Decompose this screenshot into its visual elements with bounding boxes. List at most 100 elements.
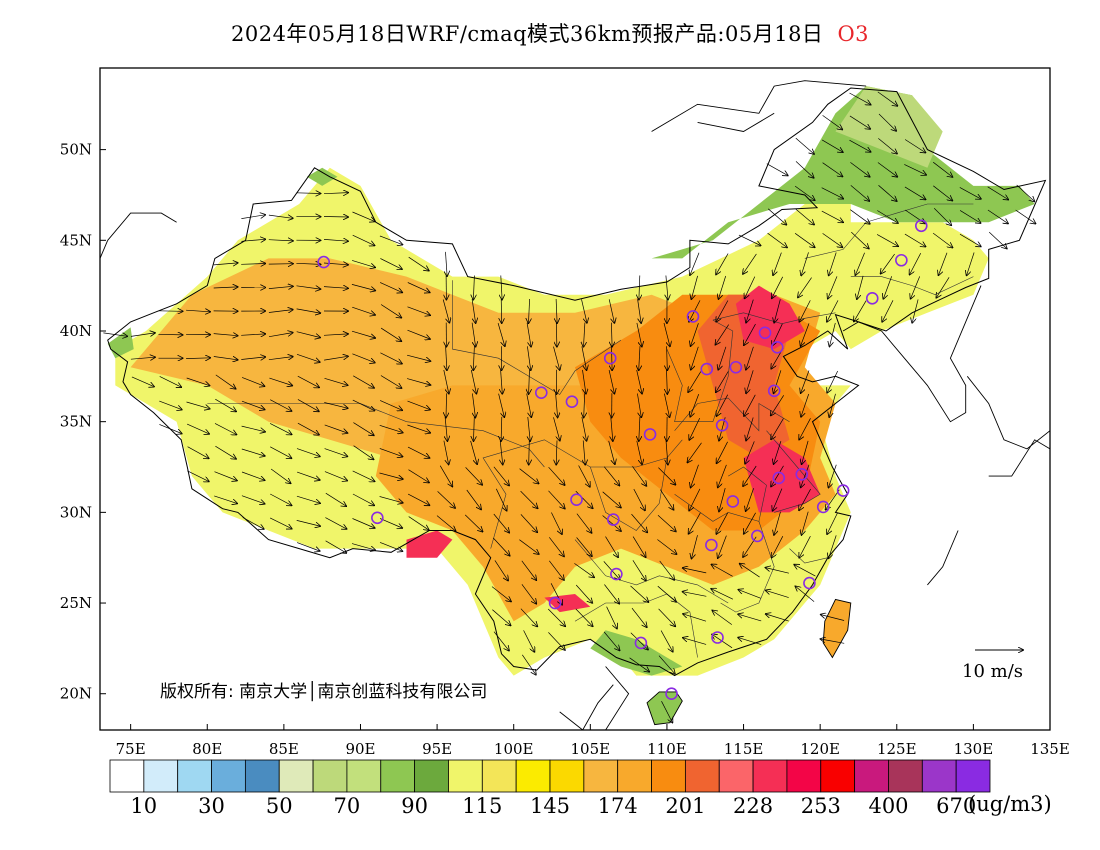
wind-arrow xyxy=(269,517,292,529)
hainan-outline xyxy=(646,691,683,726)
wind-arrow xyxy=(716,253,729,275)
wind-arrow xyxy=(213,357,238,360)
wind-arrow xyxy=(932,232,952,247)
wind-arrow xyxy=(904,186,926,200)
station-marker xyxy=(643,428,657,441)
station-marker xyxy=(705,538,718,552)
province-line xyxy=(720,521,775,613)
wind-arrow xyxy=(296,542,320,551)
wind-arrow xyxy=(849,92,871,105)
pollutant-species: O3 xyxy=(837,22,870,46)
colorbar-swatch xyxy=(888,759,923,793)
wind-arrow xyxy=(904,233,926,246)
wind-arrow xyxy=(269,423,291,434)
coastline xyxy=(927,530,959,586)
wind-arrow xyxy=(772,323,783,346)
wind-arrow xyxy=(352,470,375,481)
wind-arrow xyxy=(854,300,867,322)
wind-arrow xyxy=(774,299,781,322)
wind-arrow xyxy=(666,440,668,465)
wind-arrow xyxy=(351,260,375,267)
wind-arrow xyxy=(576,537,592,557)
station-marker xyxy=(665,687,678,701)
wind-arrow xyxy=(214,423,236,434)
province-line xyxy=(850,276,974,296)
colorbar-unit: (ug/m3) xyxy=(968,792,1052,816)
wind-arrow xyxy=(501,416,502,441)
wind-arrow xyxy=(323,239,348,241)
wind-arrow xyxy=(529,369,530,394)
wind-arrow xyxy=(269,377,292,385)
wind-arrow xyxy=(877,162,897,177)
wind-arrow xyxy=(379,518,402,529)
wind-arrow xyxy=(296,495,320,503)
wind-arrow xyxy=(766,163,788,176)
wind-arrow xyxy=(1015,209,1036,224)
wind-arrow xyxy=(766,590,789,598)
wind-arrow xyxy=(548,490,565,509)
wind-arrow xyxy=(325,492,346,506)
colorbar-tick-label: 70 xyxy=(334,794,361,818)
colorbar-swatch xyxy=(583,759,619,793)
x-tick-label: 130E xyxy=(954,740,994,758)
wind-arrow xyxy=(602,491,621,508)
wind-arrow xyxy=(719,488,726,511)
wind-arrow xyxy=(297,375,319,387)
wind-arrow xyxy=(987,209,1008,223)
colorbar-swatch xyxy=(414,759,449,793)
wind-arrow xyxy=(636,440,642,464)
colorbar-labels: 10 30 50 70 90 115 145 174 201 228 253 400 670 xyxy=(130,794,976,818)
wind-arrow xyxy=(439,465,452,487)
wind-arrow xyxy=(501,298,502,323)
wind-arrow xyxy=(664,393,669,418)
wind-arrow xyxy=(745,276,756,299)
wind-arrow xyxy=(186,358,210,359)
station-marker xyxy=(686,310,700,323)
wind-arrow xyxy=(465,467,483,484)
wind-arrow xyxy=(629,657,650,672)
wind-arrow xyxy=(802,440,809,464)
wind-arrow xyxy=(878,113,896,131)
wind-arrow xyxy=(575,584,592,603)
province-line xyxy=(666,319,734,423)
wind-arrow xyxy=(379,496,403,503)
colorbar-tick-label: 400 xyxy=(868,794,908,818)
colorbar-tick-label: 115 xyxy=(462,794,502,818)
wind-arrow xyxy=(380,352,401,364)
wind-arrow xyxy=(380,282,402,293)
wind-arrow xyxy=(241,215,265,219)
wind-arrow xyxy=(659,560,675,580)
wind-arrow xyxy=(746,370,754,393)
wind-arrow xyxy=(556,322,557,347)
wind-arrow xyxy=(473,346,474,370)
wind-arrow xyxy=(905,209,925,223)
wind-arrow xyxy=(746,299,754,323)
wind-arrow xyxy=(323,287,348,289)
wind-arrow xyxy=(296,471,320,480)
colorbar-swatch xyxy=(549,759,585,793)
station-marker xyxy=(751,529,764,543)
wind-arrow xyxy=(933,208,951,225)
y-tick-label: 40N xyxy=(60,322,92,340)
wind-arrow xyxy=(296,520,320,526)
wind-arrow xyxy=(379,424,403,432)
wind-arrow xyxy=(632,536,646,558)
colorbar-swatch xyxy=(312,759,348,793)
wind-arrow xyxy=(827,512,839,535)
wind-arrow xyxy=(408,256,429,270)
station-marker xyxy=(570,493,583,506)
wind-arrow xyxy=(529,298,530,323)
station-marker xyxy=(610,567,623,581)
colorbar-swatch xyxy=(955,759,991,793)
wind-arrow xyxy=(214,471,237,481)
latitude-axis: 20N 25N 30N 35N 40N 45N 50N xyxy=(60,141,106,703)
colorbar-swatch xyxy=(854,759,889,793)
wind-arrow xyxy=(667,369,668,394)
wind-arrow xyxy=(501,275,502,300)
wind-arrow xyxy=(683,568,707,574)
station-marker xyxy=(715,418,729,432)
wind-arrow xyxy=(131,376,154,387)
wind-arrow xyxy=(241,334,265,335)
wind-arrow xyxy=(527,346,530,370)
wind-arrow xyxy=(581,346,587,370)
